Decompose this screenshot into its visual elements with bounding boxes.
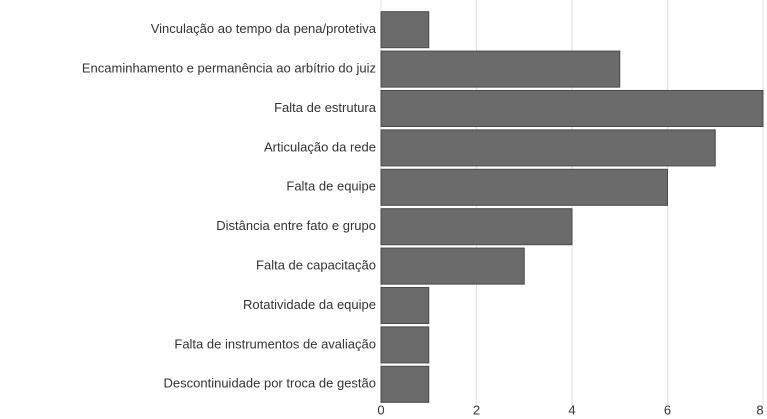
y-tick-label: Falta de equipe (286, 179, 376, 194)
bar (380, 326, 430, 364)
x-tick-label: 0 (377, 402, 384, 417)
bar (380, 208, 573, 246)
y-tick-label: Rotatividade da equipe (243, 297, 376, 312)
bar (380, 168, 668, 206)
y-tick-label: Descontinuidade por troca de gestão (164, 376, 376, 391)
y-tick-label: Falta de estrutura (274, 100, 377, 115)
y-tick-label: Articulação da rede (264, 139, 376, 154)
x-tick-label: 2 (473, 402, 480, 417)
bar (380, 286, 430, 325)
y-tick-label: Falta de capacitação (256, 258, 376, 273)
bar (380, 365, 430, 403)
bar (380, 50, 621, 88)
y-tick-label: Distância entre fato e grupo (216, 218, 376, 233)
x-tick-label: 4 (568, 402, 575, 417)
y-tick-label: Vinculação ao tempo da pena/protetiva (151, 21, 377, 36)
bar (380, 247, 525, 285)
y-tick-label: Falta de instrumentos de avaliação (174, 336, 376, 351)
bar (380, 11, 430, 49)
y-tick-label: Encaminhamento e permanência ao arbítrio… (82, 61, 376, 76)
x-tick-label: 8 (756, 402, 763, 417)
bar (380, 89, 764, 128)
bar (380, 129, 716, 167)
x-tick-label: 6 (664, 402, 671, 417)
